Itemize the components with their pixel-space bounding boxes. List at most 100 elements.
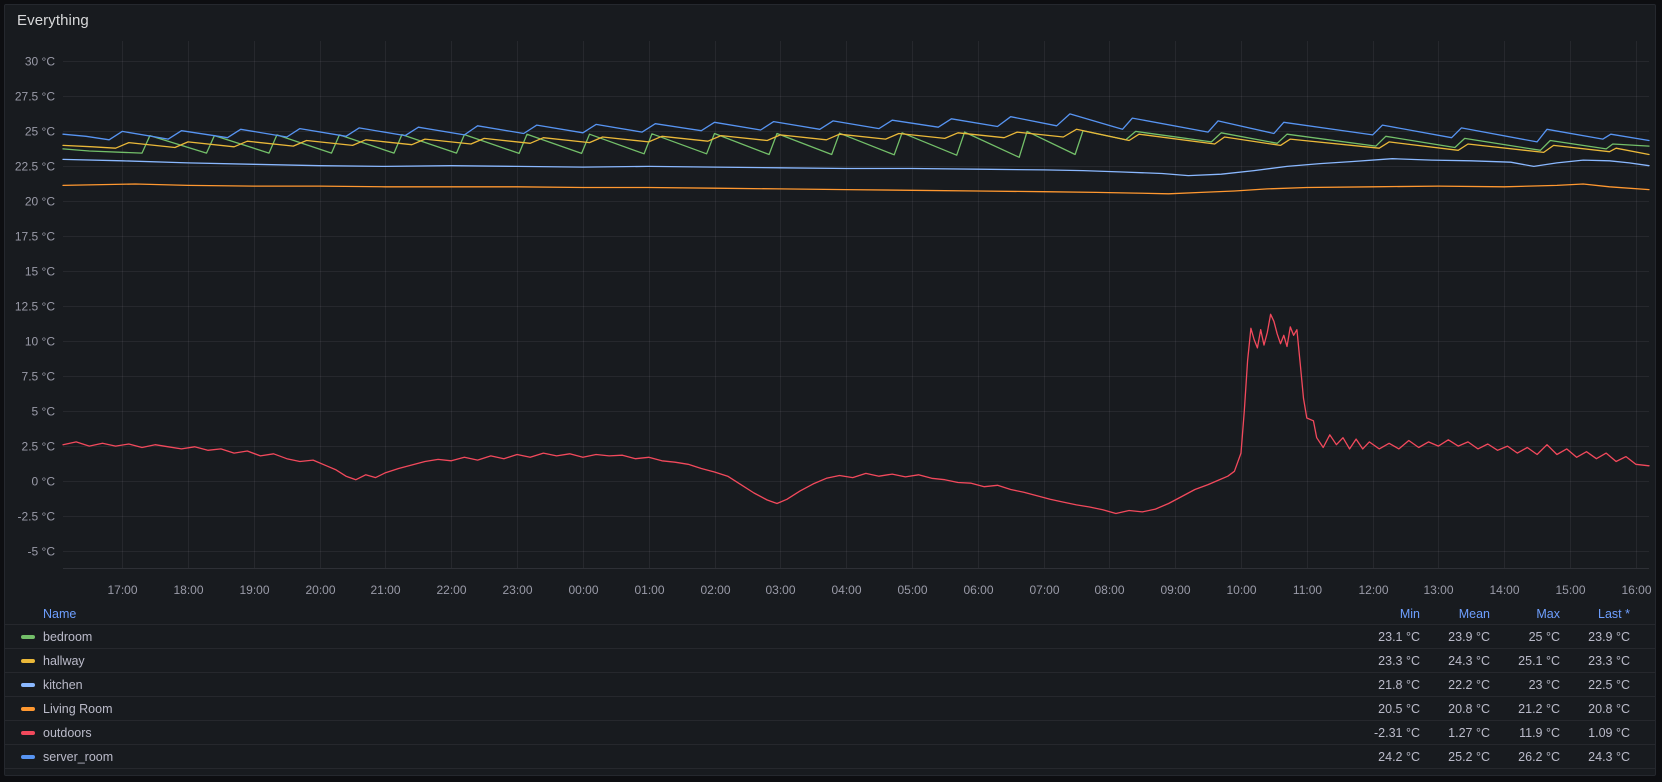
legend-min-value: -2.31 °C — [1374, 725, 1420, 740]
legend-row-hallway: hallway 23.3 °C 24.3 °C 25.1 °C 23.3 °C — [5, 649, 1655, 673]
legend-max-value: 25 °C — [1528, 629, 1560, 644]
legend-last-value: 1.09 °C — [1588, 725, 1630, 740]
legend-mean-value: 25.2 °C — [1448, 749, 1490, 764]
legend-header-max[interactable]: Max — [1536, 606, 1560, 621]
legend-last-value: 20.8 °C — [1588, 701, 1630, 716]
x-tick-label: 05:00 — [897, 583, 927, 597]
y-tick-label: 15 °C — [25, 265, 55, 279]
legend-last-value: 22.5 °C — [1588, 677, 1630, 692]
legend-header-row: Name Min Mean Max Last * — [5, 603, 1655, 625]
y-tick-label: -2.5 °C — [18, 510, 56, 524]
x-tick-label: 08:00 — [1094, 583, 1124, 597]
x-tick-label: 21:00 — [370, 583, 400, 597]
x-tick-label: 20:00 — [305, 583, 335, 597]
legend-mean-value: 23.9 °C — [1448, 629, 1490, 644]
x-tick-label: 00:00 — [568, 583, 598, 597]
series-color-swatch-hallway[interactable] — [21, 658, 35, 663]
y-tick-label: 5 °C — [32, 405, 56, 419]
legend-max-value: 11.9 °C — [1519, 725, 1560, 740]
y-tick-label: 2.5 °C — [22, 440, 56, 454]
x-tick-label: 06:00 — [963, 583, 993, 597]
x-tick-label: 23:00 — [502, 583, 532, 597]
y-axis-labels: 30 °C 27.5 °C 25 °C 22.5 °C 20 °C 17.5 °C 15 °… — [15, 55, 55, 559]
x-tick-label: 10:00 — [1226, 583, 1256, 597]
x-tick-label: 01:00 — [634, 583, 664, 597]
x-tick-label: 04:00 — [831, 583, 861, 597]
chart-grid — [63, 41, 1649, 569]
legend-row-outdoors: outdoors -2.31 °C 1.27 °C 11.9 °C 1.09 °C — [5, 721, 1655, 745]
legend-row-living-room: Living Room 20.5 °C 20.8 °C 21.2 °C 20.8 °C — [5, 697, 1655, 721]
y-tick-label: 17.5 °C — [15, 230, 55, 244]
legend-mean-value: 1.27 °C — [1448, 725, 1490, 740]
series-color-swatch-bedroom[interactable] — [21, 634, 35, 639]
legend-mean-value: 20.8 °C — [1448, 701, 1490, 716]
time-series-chart[interactable]: 30 °C 27.5 °C 25 °C 22.5 °C 20 °C 17.5 °C 15 °… — [5, 5, 1659, 603]
y-tick-label: 7.5 °C — [22, 370, 56, 384]
legend-row-bedroom: bedroom 23.1 °C 23.9 °C 25 °C 23.9 °C — [5, 625, 1655, 649]
x-tick-label: 14:00 — [1489, 583, 1519, 597]
x-tick-label: 07:00 — [1029, 583, 1059, 597]
legend-min-value: 21.8 °C — [1378, 677, 1420, 692]
y-tick-label: 27.5 °C — [15, 90, 55, 104]
legend-item-outdoors[interactable]: outdoors — [43, 725, 92, 740]
legend-item-bedroom[interactable]: bedroom — [43, 629, 93, 644]
legend-header-last[interactable]: Last * — [1598, 606, 1630, 621]
legend-mean-value: 24.3 °C — [1448, 653, 1490, 668]
panel-title[interactable]: Everything — [17, 12, 89, 29]
x-tick-label: 13:00 — [1423, 583, 1453, 597]
legend-item-kitchen[interactable]: kitchen — [43, 677, 83, 692]
x-tick-label: 18:00 — [173, 583, 203, 597]
series-lines — [62, 113, 1650, 515]
legend-max-value: 23 °C — [1528, 677, 1560, 692]
series-line-living-room — [62, 183, 1650, 195]
x-tick-label: 17:00 — [107, 583, 137, 597]
x-tick-label: 09:00 — [1160, 583, 1190, 597]
legend-min-value: 23.1 °C — [1378, 629, 1420, 644]
legend-max-value: 25.1 °C — [1518, 653, 1560, 668]
x-tick-label: 03:00 — [765, 583, 795, 597]
x-tick-label: 15:00 — [1555, 583, 1585, 597]
legend-last-value: 24.3 °C — [1588, 749, 1630, 764]
series-color-swatch-living-room[interactable] — [21, 706, 35, 711]
y-tick-label: 30 °C — [25, 55, 55, 69]
y-tick-label: 22.5 °C — [15, 160, 55, 174]
y-tick-label: 25 °C — [25, 125, 55, 139]
x-tick-label: 19:00 — [239, 583, 269, 597]
legend-header-mean[interactable]: Mean — [1458, 606, 1490, 621]
legend-item-server_room[interactable]: server_room — [43, 749, 114, 764]
series-color-swatch-kitchen[interactable] — [21, 682, 35, 687]
y-tick-label: -5 °C — [28, 545, 56, 559]
x-axis-labels: 17:00 18:00 19:00 20:00 21:00 22:00 23:00 00:00… — [107, 583, 1651, 597]
legend-header-min[interactable]: Min — [1399, 606, 1420, 621]
legend-row-server_room: server_room 24.2 °C 25.2 °C 26.2 °C 24.3 °C — [5, 745, 1655, 769]
legend-header-name[interactable]: Name — [43, 606, 77, 621]
y-tick-label: 10 °C — [25, 335, 55, 349]
legend-item-living-room[interactable]: Living Room — [43, 701, 113, 716]
x-tick-label: 16:00 — [1621, 583, 1651, 597]
legend-min-value: 20.5 °C — [1378, 701, 1420, 716]
legend-last-value: 23.9 °C — [1588, 629, 1630, 644]
legend-min-value: 23.3 °C — [1378, 653, 1420, 668]
y-tick-label: 0 °C — [32, 475, 56, 489]
series-line-hallway — [62, 128, 1650, 156]
legend-item-hallway[interactable]: hallway — [43, 653, 85, 668]
legend-max-value: 26.2 °C — [1518, 749, 1560, 764]
y-tick-label: 12.5 °C — [15, 300, 55, 314]
series-line-outdoors — [62, 313, 1650, 515]
legend-max-value: 21.2 °C — [1518, 701, 1560, 716]
series-line-bedroom — [62, 130, 1650, 158]
series-color-swatch-outdoors[interactable] — [21, 730, 35, 735]
dashboard-panel: Everything 30 °C 27.5 °C 25 °C 22.5 °C 20 °C… — [4, 4, 1656, 776]
legend-min-value: 24.2 °C — [1378, 749, 1420, 764]
series-color-swatch-server_room[interactable] — [21, 754, 35, 759]
series-line-kitchen — [62, 158, 1650, 177]
x-tick-label: 22:00 — [436, 583, 466, 597]
x-tick-label: 02:00 — [700, 583, 730, 597]
legend-last-value: 23.3 °C — [1588, 653, 1630, 668]
legend-table: Name Min Mean Max Last * bedroom 23.1 °C 2… — [5, 603, 1655, 775]
legend-mean-value: 22.2 °C — [1448, 677, 1490, 692]
legend-row-kitchen: kitchen 21.8 °C 22.2 °C 23 °C 22.5 °C — [5, 673, 1655, 697]
series-line-server_room — [62, 113, 1650, 143]
x-tick-label: 12:00 — [1358, 583, 1388, 597]
x-tick-label: 11:00 — [1293, 583, 1322, 597]
